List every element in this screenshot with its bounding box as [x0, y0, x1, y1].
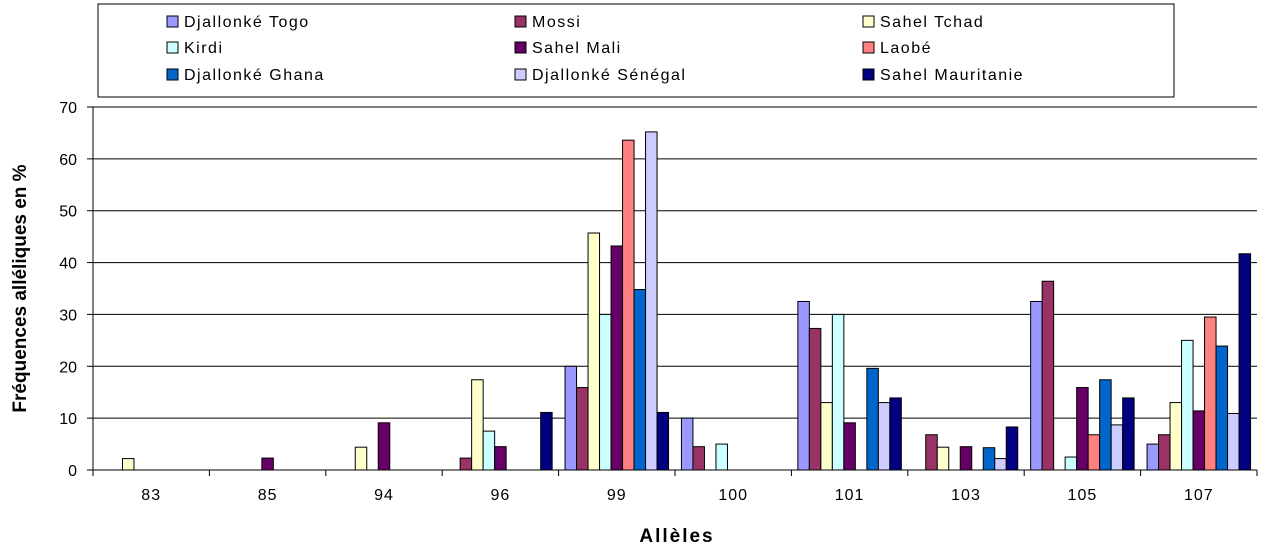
y-tick-label: 0 [68, 463, 77, 480]
bar [656, 411, 670, 471]
x-tick-label: 100 [718, 487, 748, 504]
x-tick-label: 103 [951, 487, 981, 504]
bar [645, 131, 658, 471]
legend-label: Kirdi [184, 40, 224, 57]
bar [715, 443, 728, 471]
bar [482, 430, 496, 471]
bar [471, 379, 484, 471]
bars [121, 131, 1252, 471]
bar [959, 446, 973, 471]
legend-label: Djallonké Sénégal [532, 67, 686, 84]
legend-swatch [862, 41, 875, 54]
x-tick-label: 94 [374, 487, 394, 504]
legend-swatch [166, 15, 179, 28]
bar [1181, 339, 1194, 471]
bar [377, 422, 391, 471]
x-tick-label: 101 [835, 487, 865, 504]
y-tick-label: 20 [59, 359, 77, 376]
bar [797, 300, 810, 471]
bar [692, 446, 705, 471]
bar [1238, 253, 1252, 471]
bar [925, 434, 938, 471]
y-tick-label: 50 [59, 204, 77, 221]
bar [994, 458, 1007, 471]
bar [1192, 410, 1206, 471]
bar [936, 446, 950, 471]
bar [1122, 397, 1135, 471]
legend-label: Djallonké Togo [184, 14, 310, 31]
legend-swatch [862, 15, 875, 28]
bar [1064, 456, 1078, 471]
legend-swatch [514, 68, 527, 81]
bar [599, 313, 612, 471]
legend-swatch [166, 41, 179, 54]
bar [494, 446, 507, 471]
legend-label: Sahel Mauritanie [880, 67, 1024, 84]
bar [1169, 402, 1183, 471]
legend-swatch [166, 68, 179, 81]
bar [622, 139, 635, 471]
y-tick-label: 60 [59, 152, 77, 169]
x-axis-title: Allèles [639, 526, 714, 547]
bar [564, 365, 578, 471]
legend: Djallonké Togo Mossi Sahel Tchad Kirdi Sahel… [97, 3, 1175, 98]
bar [459, 457, 473, 471]
y-tick-label: 30 [59, 307, 77, 324]
legend-label: Djallonké Ghana [184, 67, 325, 84]
legend-label: Laobé [880, 40, 932, 57]
bar [1030, 300, 1043, 471]
y-tick-label: 10 [59, 411, 77, 428]
bar [831, 313, 845, 471]
legend-swatch [862, 68, 875, 81]
bar [121, 458, 135, 471]
y-tick-label: 70 [59, 100, 77, 117]
bar [889, 397, 902, 471]
bar [877, 402, 891, 471]
x-tick-label: 105 [1068, 487, 1098, 504]
bar [866, 367, 879, 471]
bar [1110, 424, 1124, 471]
bar [1204, 316, 1217, 471]
legend-label: Mossi [532, 14, 581, 31]
bar [354, 446, 368, 471]
bar [820, 402, 833, 471]
bar [680, 417, 694, 471]
grid [93, 106, 1257, 419]
bar [587, 232, 601, 471]
legend-label: Sahel Mali [532, 40, 622, 57]
bar [540, 411, 553, 471]
legend-swatch [514, 41, 527, 54]
bar [633, 289, 647, 471]
x-tick-label: 85 [258, 487, 278, 504]
x-tick-label: 107 [1184, 487, 1214, 504]
legend-box [97, 3, 1175, 98]
x-tick-label: 96 [491, 487, 511, 504]
y-tick-label: 40 [59, 256, 77, 273]
x-tick-label: 83 [141, 487, 161, 504]
bar [610, 245, 624, 471]
bar [1099, 379, 1112, 471]
axes: 0 10 20 30 40 50 60 70 83 85 94 96 99 100 101 103 105 107 [59, 100, 1258, 504]
bar [1087, 434, 1101, 471]
bar [843, 422, 856, 471]
bar [1005, 426, 1019, 471]
bar [1076, 387, 1089, 471]
bar [1215, 345, 1229, 471]
bar [1041, 280, 1055, 471]
y-axis-title: Fréquences alléliques en % [10, 164, 31, 412]
bar [1158, 434, 1171, 471]
x-tick-label: 99 [607, 487, 627, 504]
bar [982, 447, 996, 471]
bar [1227, 412, 1240, 471]
bar [261, 457, 274, 471]
bar [1146, 443, 1160, 471]
legend-swatch [514, 15, 527, 28]
legend-label: Sahel Tchad [880, 14, 984, 31]
bar [576, 387, 589, 471]
bar [808, 327, 822, 471]
